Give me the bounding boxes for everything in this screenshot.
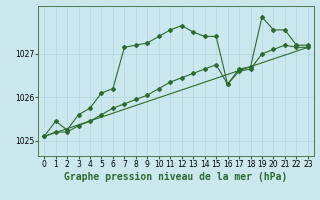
X-axis label: Graphe pression niveau de la mer (hPa): Graphe pression niveau de la mer (hPa)	[64, 172, 288, 182]
